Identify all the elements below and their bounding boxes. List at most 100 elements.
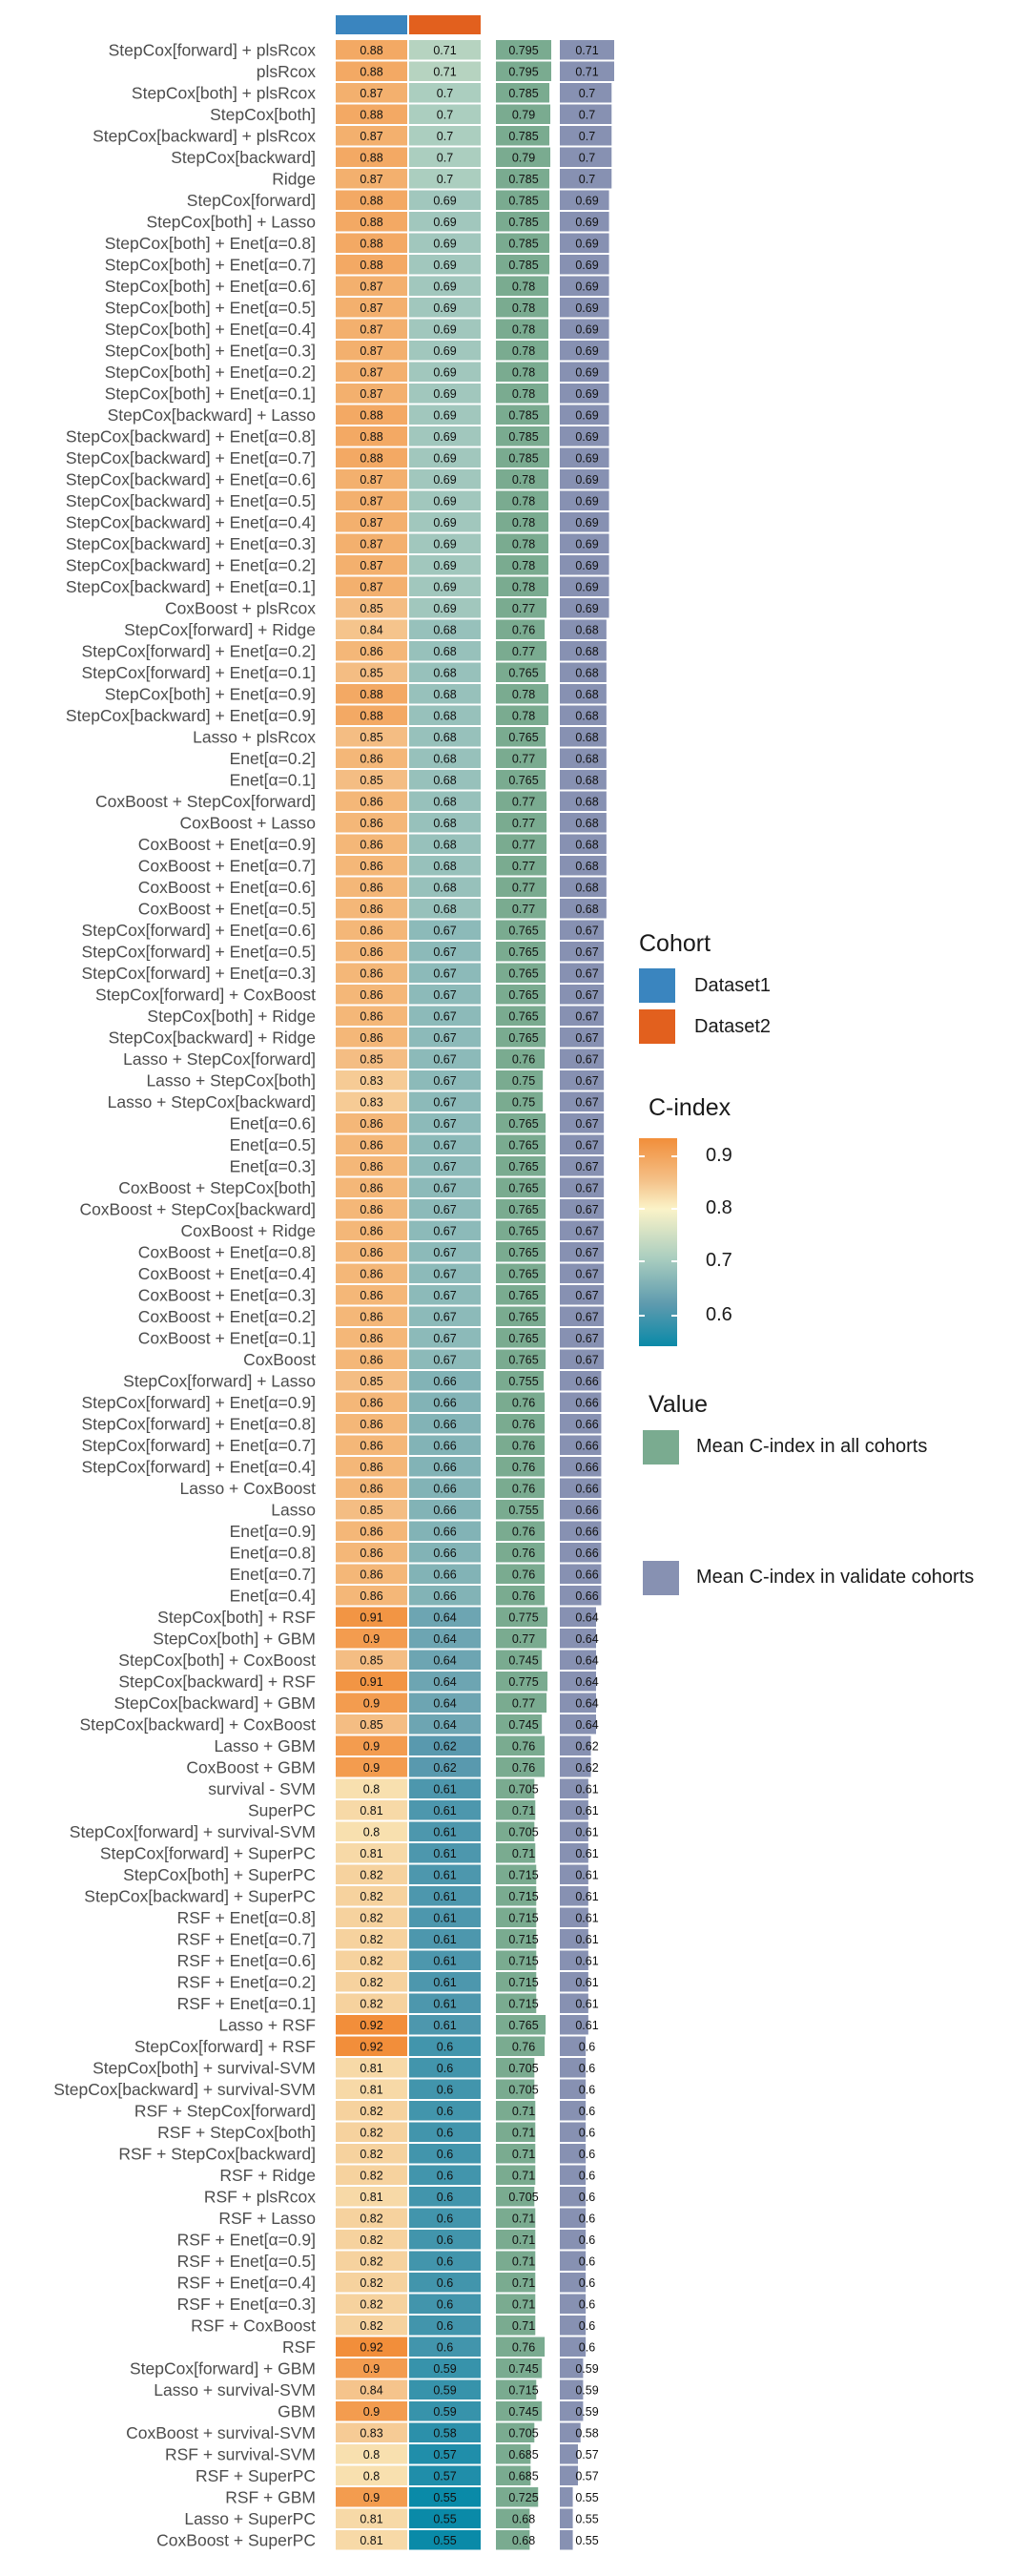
row-label: CoxBoost + Enet[α=0.8]	[138, 1242, 316, 1261]
cell-value-label: 0.785	[508, 173, 538, 186]
mean-bar	[496, 2294, 536, 2314]
heatmap-cell	[336, 1714, 407, 1735]
heatmap-cell	[336, 1156, 407, 1176]
cell-value-label: 0.76	[512, 1461, 535, 1474]
mean-bar	[496, 770, 546, 790]
cell-value-label: 0.81	[360, 2191, 382, 2204]
heatmap-cell	[336, 1907, 407, 1927]
heatmap-cell	[409, 276, 481, 296]
cell-value-label: 0.86	[360, 1138, 382, 1152]
cell-value-label: 0.66	[575, 1504, 598, 1517]
row-label: RSF + Enet[α=0.7]	[177, 1929, 316, 1948]
cell-value-label: 0.67	[575, 945, 598, 959]
cell-value-label: 0.82	[360, 1890, 382, 1903]
cohort-header-dataset2	[409, 15, 481, 34]
mean-bar	[496, 1263, 546, 1283]
row-label: StepCox[backward] + plsRcox	[93, 126, 316, 145]
mean-bar	[496, 1220, 546, 1240]
heatmap-cell	[336, 2337, 407, 2357]
cell-value-label: 0.76	[512, 1396, 535, 1409]
cell-value-label: 0.82	[360, 2297, 382, 2311]
heatmap-cell	[409, 748, 481, 768]
heatmap-cell	[336, 341, 407, 361]
heatmap-cell	[336, 298, 407, 318]
legend-label-mean-validate: Mean C-index in validate cohorts	[696, 1567, 975, 1588]
mean-bar	[496, 2358, 543, 2379]
mean-bar	[560, 1564, 602, 1584]
cell-value-label: 0.85	[360, 602, 382, 615]
heatmap-cell	[409, 2230, 481, 2250]
mean-bar	[496, 1693, 547, 1713]
cell-value-label: 0.67	[433, 1009, 456, 1023]
mean-bar	[560, 1435, 602, 1455]
cell-value-label: 0.6	[579, 2105, 595, 2118]
cell-value-label: 0.78	[512, 301, 535, 315]
cell-value-label: 0.86	[360, 1568, 382, 1581]
cell-value-label: 0.68	[433, 688, 456, 701]
row-label: Enet[α=0.8]	[230, 1543, 316, 1562]
cell-value-label: 0.71	[512, 2297, 535, 2311]
cell-value-label: 0.88	[360, 430, 382, 444]
cell-value-label: 0.86	[360, 1310, 382, 1323]
cell-value-label: 0.67	[575, 1117, 598, 1131]
row-label: Lasso + SuperPC	[184, 2509, 316, 2528]
mean-bar	[496, 512, 549, 532]
mean-bar	[560, 2294, 587, 2314]
cell-value-label: 0.66	[433, 1439, 456, 1452]
cell-value-label: 0.64	[575, 1675, 598, 1689]
cell-value-label: 0.66	[433, 1589, 456, 1603]
row-label: StepCox[backward] + Ridge	[109, 1028, 316, 1047]
cell-value-label: 0.64	[433, 1632, 456, 1646]
cell-value-label: 0.765	[508, 2019, 538, 2032]
cell-value-label: 0.68	[433, 774, 456, 787]
legend-label-dataset1: Dataset1	[694, 975, 772, 996]
mean-bar	[496, 2530, 530, 2550]
mean-bar	[560, 1714, 596, 1735]
heatmap-cell	[336, 1435, 407, 1455]
heatmap-cell	[409, 963, 481, 983]
cell-value-label: 0.61	[433, 2019, 456, 2032]
cell-value-label: 0.765	[508, 1224, 538, 1237]
heatmap-cell	[336, 942, 407, 962]
cell-value-label: 0.8	[363, 2448, 380, 2462]
heatmap-cell	[336, 1778, 407, 1798]
mean-bar	[560, 1993, 588, 2013]
cell-value-label: 0.61	[433, 1933, 456, 1946]
row-label: StepCox[both] + GBM	[153, 1629, 316, 1648]
legend-key-dataset1	[639, 968, 675, 1003]
mean-bar	[560, 942, 605, 962]
row-label: StepCox[both] + Enet[α=0.4]	[105, 320, 316, 339]
cell-value-label: 0.8	[363, 1825, 380, 1839]
heatmap-cell	[409, 1006, 481, 1026]
cell-value-label: 0.86	[360, 1418, 382, 1431]
cell-value-label: 0.81	[360, 2083, 382, 2096]
row-label: RSF + Enet[α=0.2]	[177, 1972, 316, 1991]
cell-value-label: 0.76	[512, 1739, 535, 1753]
mean-bar	[560, 705, 607, 725]
heatmap-cell	[336, 1735, 407, 1755]
cell-value-label: 0.68	[512, 2534, 535, 2547]
heatmap-cell	[336, 61, 407, 81]
mean-bar	[560, 2465, 578, 2485]
cell-value-label: 0.67	[575, 1160, 598, 1174]
mean-bar	[560, 298, 609, 318]
mean-bar	[560, 899, 607, 919]
mean-bar	[496, 1242, 546, 1262]
cell-value-label: 0.87	[360, 516, 382, 530]
row-label: StepCox[backward] + Enet[α=0.6]	[66, 469, 316, 488]
cell-value-label: 0.6	[437, 2191, 453, 2204]
mean-bar	[496, 1349, 546, 1369]
mean-bar	[496, 555, 549, 575]
cell-value-label: 0.69	[575, 580, 598, 593]
heatmap-cell	[409, 1821, 481, 1841]
heatmap-cell	[409, 319, 481, 339]
cell-value-label: 0.69	[433, 322, 456, 336]
cell-value-label: 0.9	[363, 1696, 380, 1710]
heatmap-cell	[409, 126, 481, 146]
heatmap-cell	[336, 985, 407, 1005]
cell-value-label: 0.68	[575, 903, 598, 916]
heatmap-cell	[336, 1091, 407, 1111]
cell-value-label: 0.87	[360, 301, 382, 315]
row-label: StepCox[forward]	[187, 191, 316, 210]
mean-bar	[560, 2337, 587, 2357]
